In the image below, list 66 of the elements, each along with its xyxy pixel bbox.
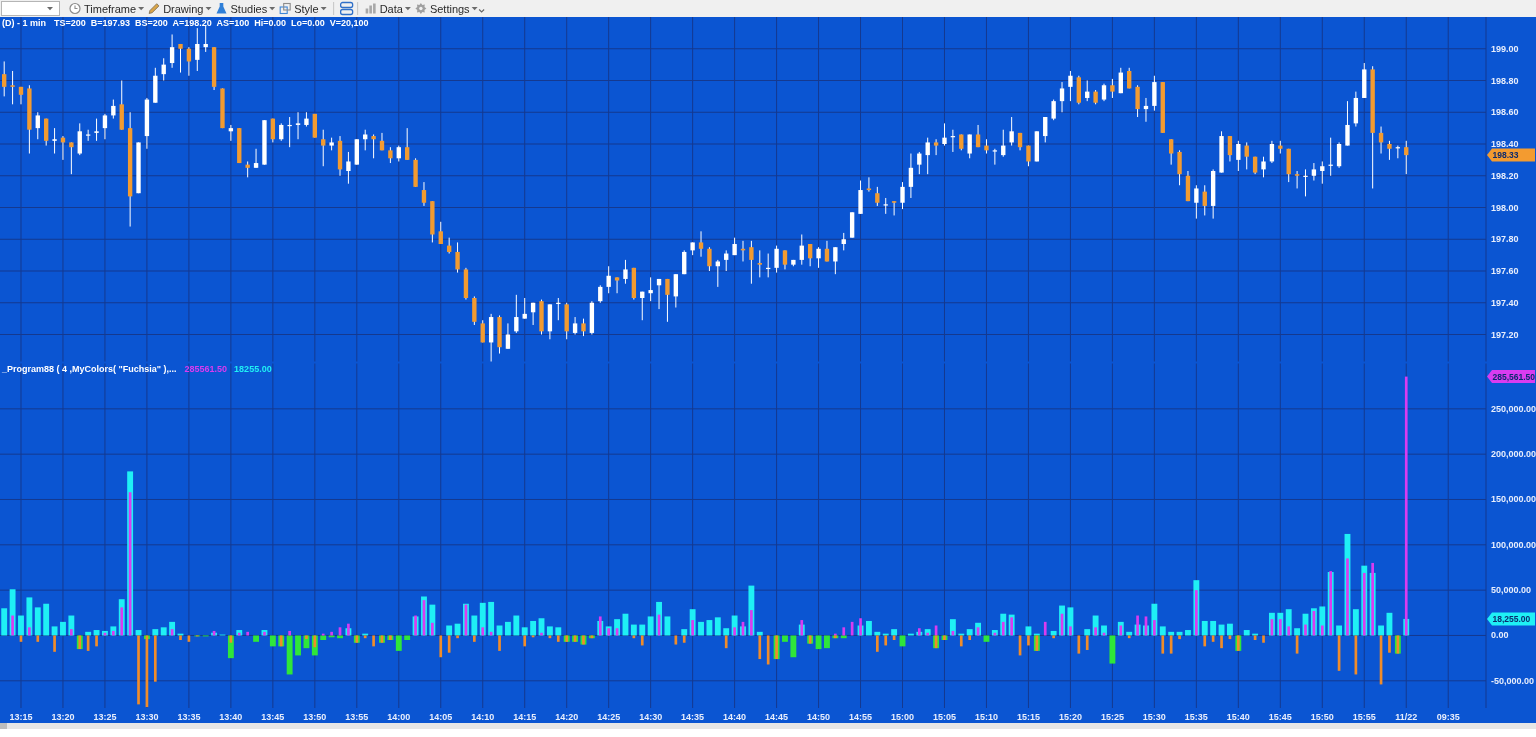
text: Timeframe [84, 2, 137, 15]
y-tick-label: 100,000.00 [1491, 539, 1536, 550]
x-tick-label: 14:40 [723, 711, 747, 722]
x-tick-label: 13:20 [51, 711, 75, 722]
y-tick-label: -50,000.00 [1491, 675, 1535, 686]
text: 285,561.50 [1492, 371, 1536, 382]
x-tick-label: 13:40 [219, 711, 243, 722]
x-tick-label: 14:20 [555, 711, 579, 722]
chart-title: (D) - 1 min [2, 17, 46, 28]
y-tick-label: 150,000.00 [1491, 494, 1536, 505]
x-tick-label: 14:30 [639, 711, 663, 722]
chart-subtitle: TS=200 B=197.93 BS=200 A=198.20 AS=100 Hi=0.00 Lo=0.00 V=20,100 [54, 17, 369, 28]
x-tick-label: 11/22 [1395, 711, 1418, 722]
text: 18255.00 [234, 364, 272, 374]
y-tick-label: 199.00 [1491, 43, 1519, 54]
x-tick-label: 14:00 [387, 711, 411, 722]
x-tick-label: 15:25 [1100, 711, 1124, 722]
x-tick-label: 15:15 [1016, 711, 1040, 722]
y-tick-label: 198.60 [1491, 107, 1519, 118]
text: Settings [429, 2, 471, 15]
y-tick-label: 198.80 [1491, 75, 1519, 86]
x-tick-label: 09:35 [1436, 711, 1460, 722]
y-tick-label: 197.40 [1491, 297, 1519, 308]
x-tick-label: 14:45 [765, 711, 789, 722]
x-tick-label: 15:40 [1226, 711, 1250, 722]
x-tick-label: 14:55 [849, 711, 873, 722]
chart-title: _Program88 ( 4 ,MyColors( "Fuchsia" ),... [1, 364, 177, 374]
y-tick-label: 198.00 [1491, 202, 1519, 213]
x-tick-label: 14:25 [597, 711, 621, 722]
y-tick-label: 198.40 [1491, 139, 1519, 149]
x-tick-label: 14:15 [513, 711, 537, 722]
text: 285561.50 [184, 364, 228, 374]
x-tick-label: 15:55 [1352, 711, 1376, 722]
x-tick-label: 15:05 [932, 711, 957, 722]
x-tick-label: 13:15 [9, 711, 33, 722]
x-tick-label: 13:55 [345, 711, 369, 722]
y-tick-label: 197.80 [1491, 234, 1519, 245]
x-tick-label: 15:20 [1058, 711, 1082, 722]
x-tick-label: 15:00 [891, 711, 915, 722]
x-tick-label: 13:45 [261, 711, 285, 722]
x-tick-label: 15:35 [1184, 711, 1208, 722]
x-tick-label: 15:10 [974, 711, 998, 722]
x-tick-label: 14:05 [429, 711, 453, 722]
x-tick-label: 14:35 [681, 711, 705, 722]
x-tick-label: 14:50 [807, 711, 831, 722]
text: 198.33 [1492, 150, 1519, 161]
text: Data [379, 2, 404, 15]
x-tick-label: 15:45 [1268, 711, 1292, 722]
x-tick-label: 13:30 [135, 711, 159, 722]
y-tick-label: 200,000.00 [1491, 449, 1536, 460]
y-tick-label: 250,000.00 [1491, 403, 1536, 414]
y-tick-label: 198.20 [1491, 170, 1519, 181]
x-tick-label: 13:35 [177, 711, 201, 722]
x-tick-label: 15:30 [1142, 711, 1166, 722]
x-tick-label: 13:25 [93, 711, 117, 722]
x-tick-label: 14:10 [471, 711, 495, 722]
text: 18,255.00 [1492, 613, 1531, 624]
y-tick-label: 50,000.00 [1491, 585, 1532, 596]
x-tick-label: 13:50 [303, 711, 327, 722]
text: Style [294, 2, 319, 15]
text: Drawing [163, 2, 204, 15]
y-tick-label: 197.60 [1491, 266, 1519, 277]
text: Studies [230, 2, 268, 15]
y-tick-label: 197.20 [1491, 329, 1519, 340]
y-tick-label: 0.00 [1491, 630, 1509, 641]
x-tick-label: 15:50 [1310, 711, 1334, 722]
